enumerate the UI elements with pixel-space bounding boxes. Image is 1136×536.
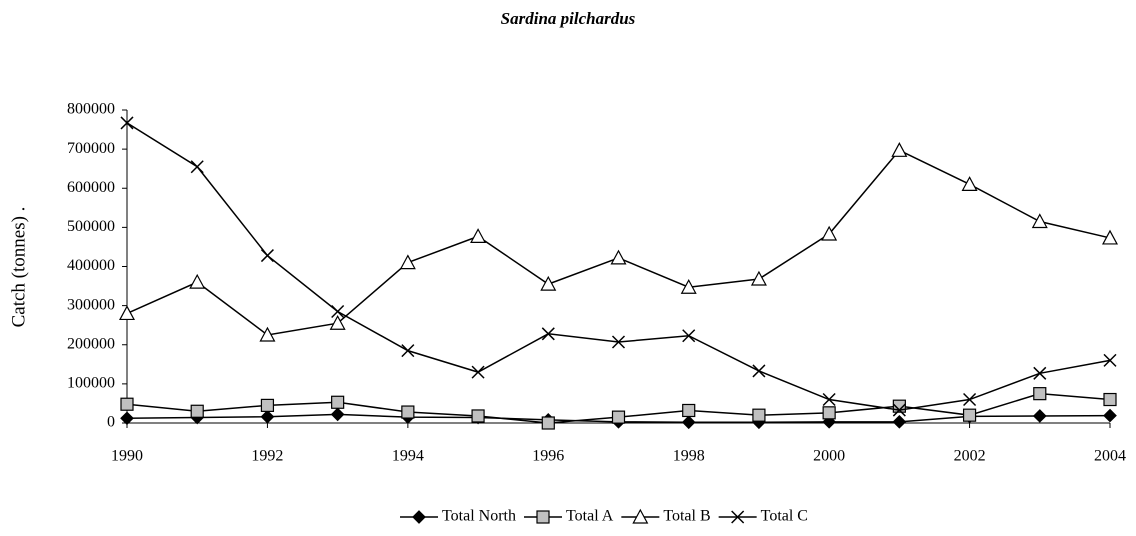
marker	[822, 392, 836, 407]
marker	[540, 275, 557, 291]
chart-title: Sardina pilchardus	[501, 9, 636, 28]
marker	[750, 270, 767, 286]
y-tick-label: 500000	[67, 218, 115, 235]
marker	[541, 416, 555, 430]
marker	[1103, 353, 1117, 367]
marker	[611, 410, 626, 424]
marker	[401, 405, 415, 419]
marker	[891, 142, 908, 157]
y-tick-label: 100000	[67, 375, 115, 392]
marker	[682, 403, 696, 418]
y-tick-label: 800000	[67, 101, 115, 118]
x-tick-label: 2002	[954, 448, 986, 465]
series-line	[126, 149, 1111, 336]
marker	[1101, 229, 1119, 245]
marker	[329, 314, 346, 330]
marker	[118, 305, 136, 321]
marker	[541, 327, 555, 341]
marker	[260, 409, 275, 424]
marker	[399, 254, 416, 270]
marker	[752, 408, 766, 422]
legend-label: Total C	[761, 508, 808, 525]
marker	[680, 278, 697, 294]
y-tick-label: 200000	[67, 335, 115, 352]
x-tick-label: 1994	[392, 448, 424, 465]
marker	[190, 404, 204, 418]
y-tick-label: 300000	[67, 296, 115, 313]
marker	[189, 273, 206, 289]
marker	[260, 398, 275, 412]
y-axis-label: Catch (tonnes) .	[8, 207, 29, 328]
legend-label: Total North	[442, 508, 516, 525]
x-tick-label: 2000	[813, 448, 845, 465]
marker	[120, 397, 134, 411]
series-line	[126, 122, 1111, 411]
marker	[1033, 366, 1047, 380]
marker	[259, 326, 276, 342]
legend-label: Total B	[663, 508, 710, 525]
marker	[611, 335, 626, 349]
marker	[1103, 408, 1117, 423]
x-tick-label: 1998	[673, 448, 705, 465]
marker	[470, 228, 487, 243]
marker	[632, 508, 649, 524]
marker	[752, 364, 766, 378]
marker	[822, 406, 836, 420]
marker	[120, 116, 134, 130]
marker	[892, 414, 907, 429]
marker	[412, 510, 426, 524]
legend: Total North Total A Total B Total C	[400, 508, 808, 525]
y-tick-label: 400000	[67, 257, 115, 274]
legend-label: Total A	[566, 508, 614, 525]
marker	[962, 408, 977, 422]
y-tick-label: 600000	[67, 179, 115, 196]
marker	[682, 329, 696, 343]
marker	[536, 510, 550, 524]
x-tick-label: 1992	[251, 448, 283, 465]
x-tick-label: 2004	[1094, 448, 1126, 465]
marker	[963, 392, 977, 407]
marker	[120, 411, 134, 426]
y-tick-label: 700000	[67, 140, 115, 157]
marker	[401, 344, 415, 358]
marker	[1032, 409, 1047, 423]
marker	[330, 407, 345, 422]
marker	[260, 249, 274, 263]
marker	[731, 510, 745, 524]
x-tick-label: 1996	[532, 448, 564, 465]
y-tick-label: 0	[107, 414, 115, 431]
marker	[331, 395, 345, 409]
x-tick-label: 1990	[111, 448, 143, 465]
marker	[892, 403, 906, 417]
marker	[471, 365, 485, 379]
marker	[610, 249, 627, 265]
marker	[331, 304, 345, 319]
marker	[190, 160, 204, 174]
marker	[961, 176, 978, 191]
marker	[1031, 213, 1048, 229]
marker	[1103, 392, 1117, 407]
marker	[681, 415, 696, 430]
marker	[471, 409, 485, 423]
marker	[821, 225, 838, 241]
marker	[1033, 387, 1047, 401]
